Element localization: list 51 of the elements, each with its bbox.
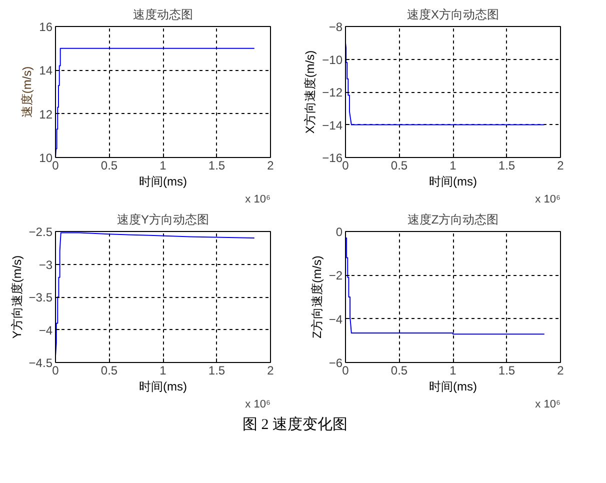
x-tick-label: 0.5 (390, 158, 408, 172)
y-tick-label: −4 (38, 323, 53, 338)
x-axis-title: 时间(ms) (429, 380, 478, 394)
x-tick-label: 1 (160, 158, 167, 172)
y-tick-label: −3.5 (28, 290, 53, 304)
y-tick-label: −3 (38, 258, 53, 272)
x-tick-label: 1 (450, 364, 457, 378)
y-axis-title: 速度(m/s) (20, 66, 34, 118)
x-tick-label: 1.5 (208, 364, 226, 378)
x-tick-label: 2 (557, 158, 564, 172)
chart-title: 速度X方向动态图 (407, 8, 500, 22)
x-tick-label: 1.5 (208, 158, 226, 172)
y-axis-title: Y方向速度(m/s) (10, 255, 24, 339)
x-tick-label: 2 (267, 364, 274, 378)
text: x 10⁶ (535, 194, 561, 206)
y-tick-label: 16 (39, 20, 53, 34)
y-axis-title: X方向速度(m/s) (303, 50, 318, 134)
x-tick-label: 1 (450, 158, 457, 172)
y-tick-label: −2 (328, 268, 343, 283)
x-axis-title: 时间(ms) (139, 174, 188, 188)
y-tick-label: −10 (322, 52, 343, 67)
chart-title: 速度Y方向动态图 (117, 212, 210, 226)
y-tick-label: −14 (322, 118, 343, 132)
x-axis-title: 时间(ms) (429, 174, 478, 188)
y-tick-label: 10 (39, 151, 53, 165)
y-tick-label: −16 (322, 151, 343, 165)
y-tick-label: 14 (39, 64, 53, 78)
x-tick-label: 2 (557, 364, 564, 378)
chart-title: 速度Z方向动态图 (407, 212, 499, 226)
x-tick-label: 0.5 (390, 364, 408, 378)
x-tick-label: 1 (160, 364, 167, 378)
y-tick-label: −4 (328, 312, 343, 326)
y-tick-label: −8 (328, 20, 343, 34)
y-tick-label: −12 (322, 86, 343, 100)
y-tick-label: 12 (39, 107, 53, 122)
caption: 图 2 速度变化图 (242, 415, 348, 435)
x-tick-label: 1.5 (498, 364, 516, 378)
x-tick-label: 2 (267, 158, 274, 172)
x-tick-label: 0.5 (100, 364, 118, 378)
x-tick-label: 0.5 (100, 158, 118, 172)
y-tick-label: −2.5 (28, 225, 53, 239)
y-tick-label: 0 (336, 225, 343, 239)
text: x 10⁶ (245, 398, 271, 410)
text: x 10⁶ (535, 398, 561, 410)
y-tick-label: −6 (328, 356, 343, 370)
chart-title: 速度动态图 (133, 8, 193, 22)
text: x 10⁶ (245, 194, 271, 206)
x-tick-label: 1.5 (498, 158, 516, 172)
y-tick-label: −4.5 (28, 356, 53, 370)
x-axis-title: 时间(ms) (139, 380, 188, 394)
y-axis-title: Z方向速度(m/s) (310, 256, 324, 338)
